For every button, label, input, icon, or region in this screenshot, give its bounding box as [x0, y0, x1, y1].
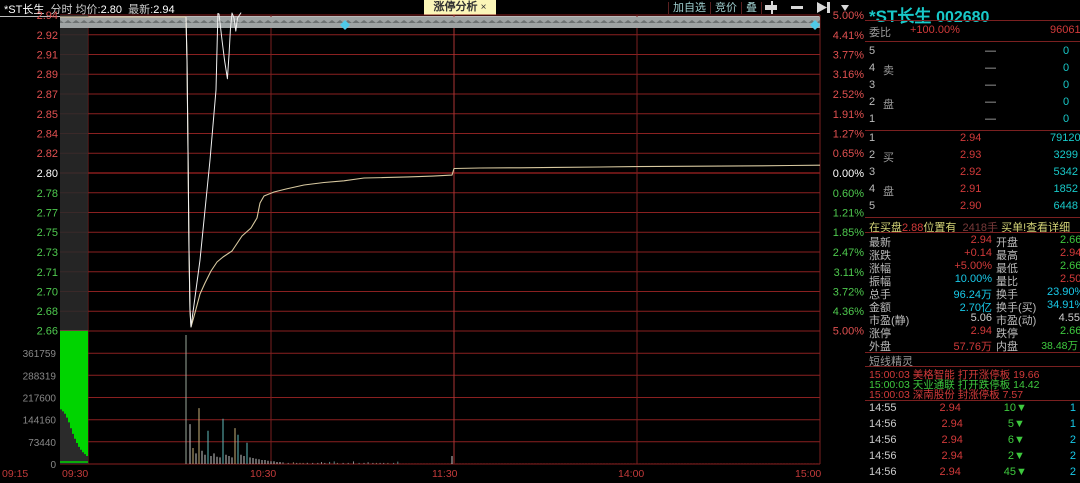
svg-text:2.92: 2.92 — [37, 30, 58, 42]
svg-text:2.68: 2.68 — [37, 306, 58, 318]
svg-text:09:30: 09:30 — [62, 468, 88, 480]
svg-text:288319: 288319 — [23, 371, 57, 382]
svg-text:2.52%: 2.52% — [833, 89, 864, 101]
svg-text:2.82: 2.82 — [37, 148, 58, 160]
svg-text:10:30: 10:30 — [250, 468, 276, 480]
svg-text:144160: 144160 — [23, 416, 57, 427]
svg-text:5.00%: 5.00% — [833, 326, 864, 338]
svg-text:5.00%: 5.00% — [833, 10, 864, 22]
svg-text:2.91: 2.91 — [37, 50, 58, 62]
svg-text:2.84: 2.84 — [37, 129, 58, 141]
svg-text:217600: 217600 — [23, 394, 57, 405]
svg-text:2.73: 2.73 — [37, 247, 58, 259]
svg-text:1.85%: 1.85% — [833, 227, 864, 239]
svg-text:1.21%: 1.21% — [833, 208, 864, 220]
svg-text:0.00%: 0.00% — [833, 168, 864, 180]
svg-text:3.11%: 3.11% — [834, 267, 865, 279]
svg-text:1.27%: 1.27% — [833, 129, 864, 141]
svg-text:2.78: 2.78 — [37, 188, 58, 200]
svg-text:0.60%: 0.60% — [833, 188, 864, 200]
svg-text:2.47%: 2.47% — [833, 247, 864, 259]
svg-text:15:00: 15:00 — [795, 468, 821, 480]
svg-text:2.66: 2.66 — [37, 326, 58, 338]
svg-text:2.71: 2.71 — [37, 267, 58, 279]
svg-text:2.70: 2.70 — [37, 287, 58, 299]
svg-text:4.36%: 4.36% — [833, 306, 864, 318]
svg-text:4.41%: 4.41% — [833, 30, 864, 42]
svg-text:361759: 361759 — [23, 349, 57, 360]
svg-text:3.77%: 3.77% — [833, 50, 864, 62]
svg-text:2.77: 2.77 — [37, 208, 58, 220]
svg-text:2.85: 2.85 — [37, 109, 58, 121]
svg-text:73440: 73440 — [28, 438, 56, 449]
svg-text:2.94: 2.94 — [37, 10, 58, 22]
svg-text:2.75: 2.75 — [37, 227, 58, 239]
svg-text:2.89: 2.89 — [37, 69, 58, 81]
svg-text:3.72%: 3.72% — [833, 287, 864, 299]
svg-text:2.87: 2.87 — [37, 89, 58, 101]
svg-text:14:00: 14:00 — [618, 468, 644, 480]
svg-text:11:30: 11:30 — [432, 468, 458, 480]
svg-text:2.80: 2.80 — [37, 168, 58, 180]
svg-text:0: 0 — [50, 460, 56, 471]
svg-text:09:15: 09:15 — [2, 468, 28, 480]
svg-text:1.91%: 1.91% — [833, 109, 864, 121]
svg-text:0.65%: 0.65% — [833, 148, 864, 160]
svg-text:3.16%: 3.16% — [833, 69, 864, 81]
